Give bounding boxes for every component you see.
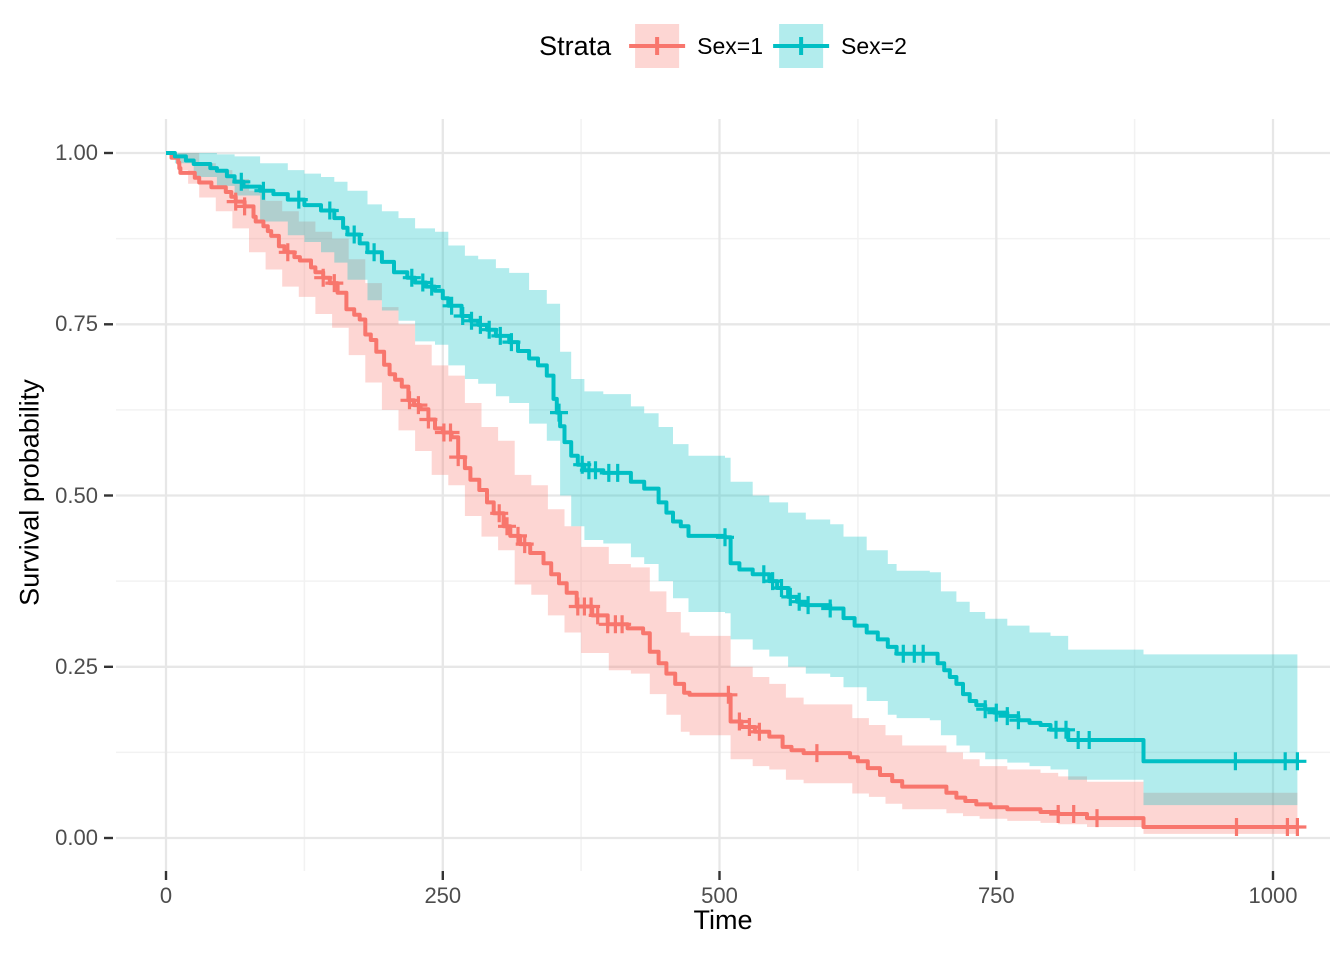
x-tick-label: 750 (977, 883, 1015, 908)
legend-label-sex1: Sex=1 (697, 32, 764, 59)
x-tick-label: 250 (424, 883, 462, 908)
axis-tick-marks (104, 151, 1275, 880)
legend-key-sex2-icon (773, 24, 830, 68)
survival-curve-sex2 (166, 151, 1298, 764)
legend-title: Strata (539, 30, 612, 61)
legend-item-sex1: Sex=1 (629, 24, 764, 68)
x-tick-label: 1000 (1248, 883, 1298, 908)
legend-item-sex2: Sex=2 (773, 24, 907, 68)
y-tick-label: 0.25 (55, 653, 98, 679)
legend-label-sex2: Sex=2 (841, 32, 907, 59)
legend: Strata Sex=1 Sex=2 (539, 24, 907, 68)
x-axis-title: Time (693, 905, 753, 935)
censor-plus-glyph (799, 37, 804, 55)
x-tick-label: 500 (701, 883, 738, 908)
censor-marks-sex1 (226, 192, 1307, 836)
y-tick-label: 0.00 (55, 825, 98, 850)
y-tick-label: 1.00 (55, 140, 98, 165)
y-tick-label: 0.75 (55, 311, 98, 337)
y-tick-label: 0.50 (55, 482, 98, 508)
minor-gridlines (116, 119, 1330, 871)
x-tick-label: 0 (159, 883, 173, 908)
confidence-ribbon-sex2 (166, 153, 1298, 806)
survival-curve-sex1 (166, 151, 1298, 829)
censor-plus-glyph (655, 37, 660, 55)
legend-key-sex1-icon (629, 24, 686, 68)
major-gridlines (116, 119, 1330, 871)
censor-marks-sex2 (232, 172, 1307, 771)
plot-area (166, 151, 1307, 836)
